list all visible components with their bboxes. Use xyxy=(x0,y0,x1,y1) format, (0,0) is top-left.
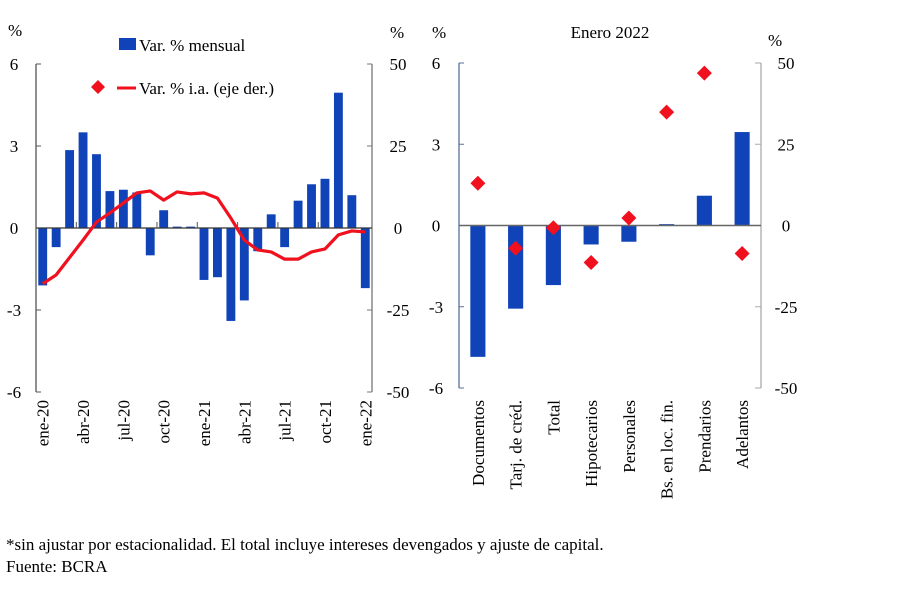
left-axis-unit: % xyxy=(432,23,446,42)
diamond-marker xyxy=(545,220,561,236)
bar xyxy=(734,132,750,226)
bar xyxy=(38,228,48,286)
bar xyxy=(78,132,88,228)
x-tick-label: Total xyxy=(544,400,563,435)
legend-bar-swatch xyxy=(119,38,136,50)
left-y-tick-label: 0 xyxy=(10,219,19,238)
x-tick-label: oct-21 xyxy=(316,400,335,443)
right-y-tick-label: -25 xyxy=(387,301,410,320)
bar xyxy=(253,228,263,252)
right-axis-unit: % xyxy=(390,23,404,42)
bar xyxy=(696,195,712,226)
x-tick-label: abr-20 xyxy=(74,400,93,444)
right-y-tick-label: -25 xyxy=(775,298,798,317)
x-tick-label: oct-20 xyxy=(155,400,174,443)
x-tick-label: jul-20 xyxy=(114,400,133,442)
bar xyxy=(186,226,195,228)
bar xyxy=(226,228,236,321)
left-y-tick-label: 3 xyxy=(10,137,19,156)
x-tick-label: ene-21 xyxy=(195,400,214,446)
x-tick-label: Personales xyxy=(620,400,639,473)
bar xyxy=(118,189,128,228)
bar xyxy=(266,214,276,228)
bar xyxy=(105,191,115,228)
bar xyxy=(333,92,343,228)
legend-line-label: Var. % i.a. (eje der.) xyxy=(139,79,274,98)
right-y-tick-label: -50 xyxy=(387,383,410,402)
bar xyxy=(293,200,303,228)
bar xyxy=(583,225,599,245)
diamond-marker xyxy=(508,240,524,256)
diamond-marker xyxy=(583,255,599,271)
right-axis-unit: % xyxy=(768,31,782,50)
bar xyxy=(508,225,524,309)
bar xyxy=(347,195,357,228)
bar xyxy=(145,228,155,256)
legend-diamond-icon xyxy=(91,80,105,94)
bar xyxy=(470,225,486,357)
bar xyxy=(239,228,249,301)
bar xyxy=(621,225,637,242)
diamond-marker xyxy=(696,65,712,81)
bar xyxy=(199,228,209,280)
x-tick-label: Adelantos xyxy=(733,400,752,469)
left-y-tick-label: -3 xyxy=(7,301,21,320)
x-tick-label: ene-20 xyxy=(34,400,53,446)
footnote: *sin ajustar por estacionalidad. El tota… xyxy=(6,535,604,554)
bar xyxy=(92,154,101,228)
right-y-tick-label: -50 xyxy=(775,379,798,398)
left-y-tick-label: 6 xyxy=(432,54,441,73)
left-chart: 6 3 0 -3 -6 50 25 0 -25 -50% % ene-20 abr-20 jul-20 oc… xyxy=(7,21,409,446)
x-tick-label: Tarj. de créd. xyxy=(507,400,526,489)
source-note: Fuente: BCRA xyxy=(6,557,108,576)
yoy-line xyxy=(41,189,366,286)
left-y-tick-label: 0 xyxy=(432,217,441,236)
left-y-tick-label: 6 xyxy=(10,55,19,74)
bar xyxy=(159,210,169,228)
right-y-tick-label: 25 xyxy=(778,135,795,154)
right-y-tick-label: 0 xyxy=(394,219,403,238)
right-y-tick-label: 50 xyxy=(390,55,407,74)
bar xyxy=(172,226,182,228)
right-y-tick-label: 0 xyxy=(782,217,791,236)
diamond-marker xyxy=(659,104,675,120)
left-y-tick-label: 3 xyxy=(432,135,441,154)
right-chart: Enero 2022% % 6 3 0 -3 -6 50 25 0 -25 -50 Documentos… xyxy=(429,23,797,499)
chart-title: Enero 2022 xyxy=(571,23,650,42)
bar xyxy=(320,178,330,228)
right-y-tick-label: 25 xyxy=(390,137,407,156)
legend-bar-label: Var. % mensual xyxy=(139,36,246,55)
x-tick-label: jul-21 xyxy=(276,400,295,442)
left-y-tick-label: -6 xyxy=(7,383,21,402)
left-axis-unit: % xyxy=(8,21,22,40)
diamond-marker xyxy=(734,245,750,261)
bar xyxy=(280,228,290,248)
x-tick-label: abr-21 xyxy=(235,400,254,444)
diamond-marker xyxy=(470,175,486,191)
x-tick-label: Hipotecarios xyxy=(582,400,601,487)
x-tick-label: ene-22 xyxy=(356,400,375,446)
bar xyxy=(307,184,316,228)
x-tick-label: Documentos xyxy=(469,400,488,486)
bar xyxy=(360,228,370,289)
bar xyxy=(51,228,61,248)
left-y-tick-label: -3 xyxy=(429,298,443,317)
bar xyxy=(65,150,75,228)
bar xyxy=(545,225,561,286)
bar xyxy=(132,192,142,228)
x-tick-label: Bs. en loc. fin. xyxy=(658,400,677,499)
right-y-tick-label: 50 xyxy=(778,54,795,73)
x-tick-label: Prendarios xyxy=(695,400,714,473)
left-y-tick-label: -6 xyxy=(429,379,443,398)
bar xyxy=(213,228,222,278)
diamond-marker xyxy=(621,210,637,226)
